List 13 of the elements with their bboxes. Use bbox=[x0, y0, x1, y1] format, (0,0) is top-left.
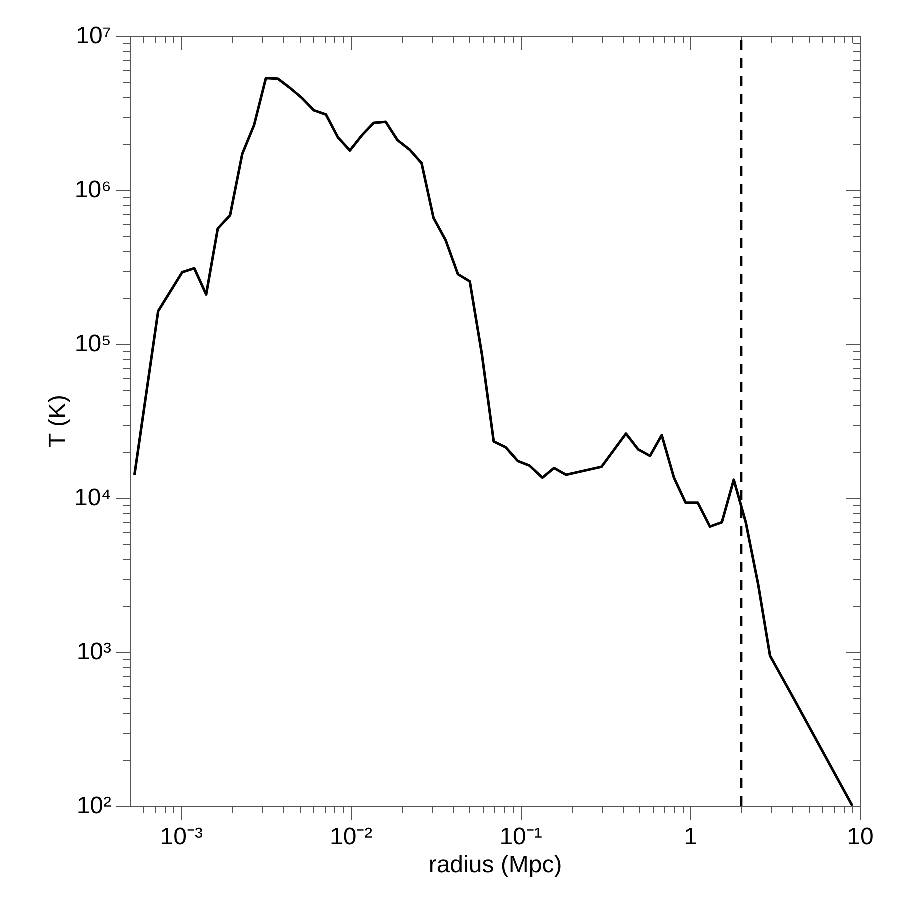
y-tick-label: 10⁴ bbox=[74, 484, 112, 512]
x-tick-label: 10⁻¹ bbox=[500, 824, 542, 850]
x-axis-title: radius (Mpc) bbox=[428, 852, 562, 878]
x-tick-label: 10⁻³ bbox=[160, 824, 203, 850]
y-tick-label: 10⁷ bbox=[76, 22, 112, 50]
x-tick-label: 10⁻² bbox=[330, 824, 373, 850]
y-tick-label: 10² bbox=[76, 792, 112, 820]
y-tick-label: 10⁶ bbox=[74, 176, 112, 204]
x-tick-label: 10 bbox=[847, 824, 874, 850]
x-tick-label: 1 bbox=[684, 824, 698, 850]
y-axis-title: T (K) bbox=[44, 395, 72, 448]
y-tick-label: 10⁵ bbox=[74, 330, 112, 358]
y-tick-label: 10³ bbox=[76, 638, 112, 666]
